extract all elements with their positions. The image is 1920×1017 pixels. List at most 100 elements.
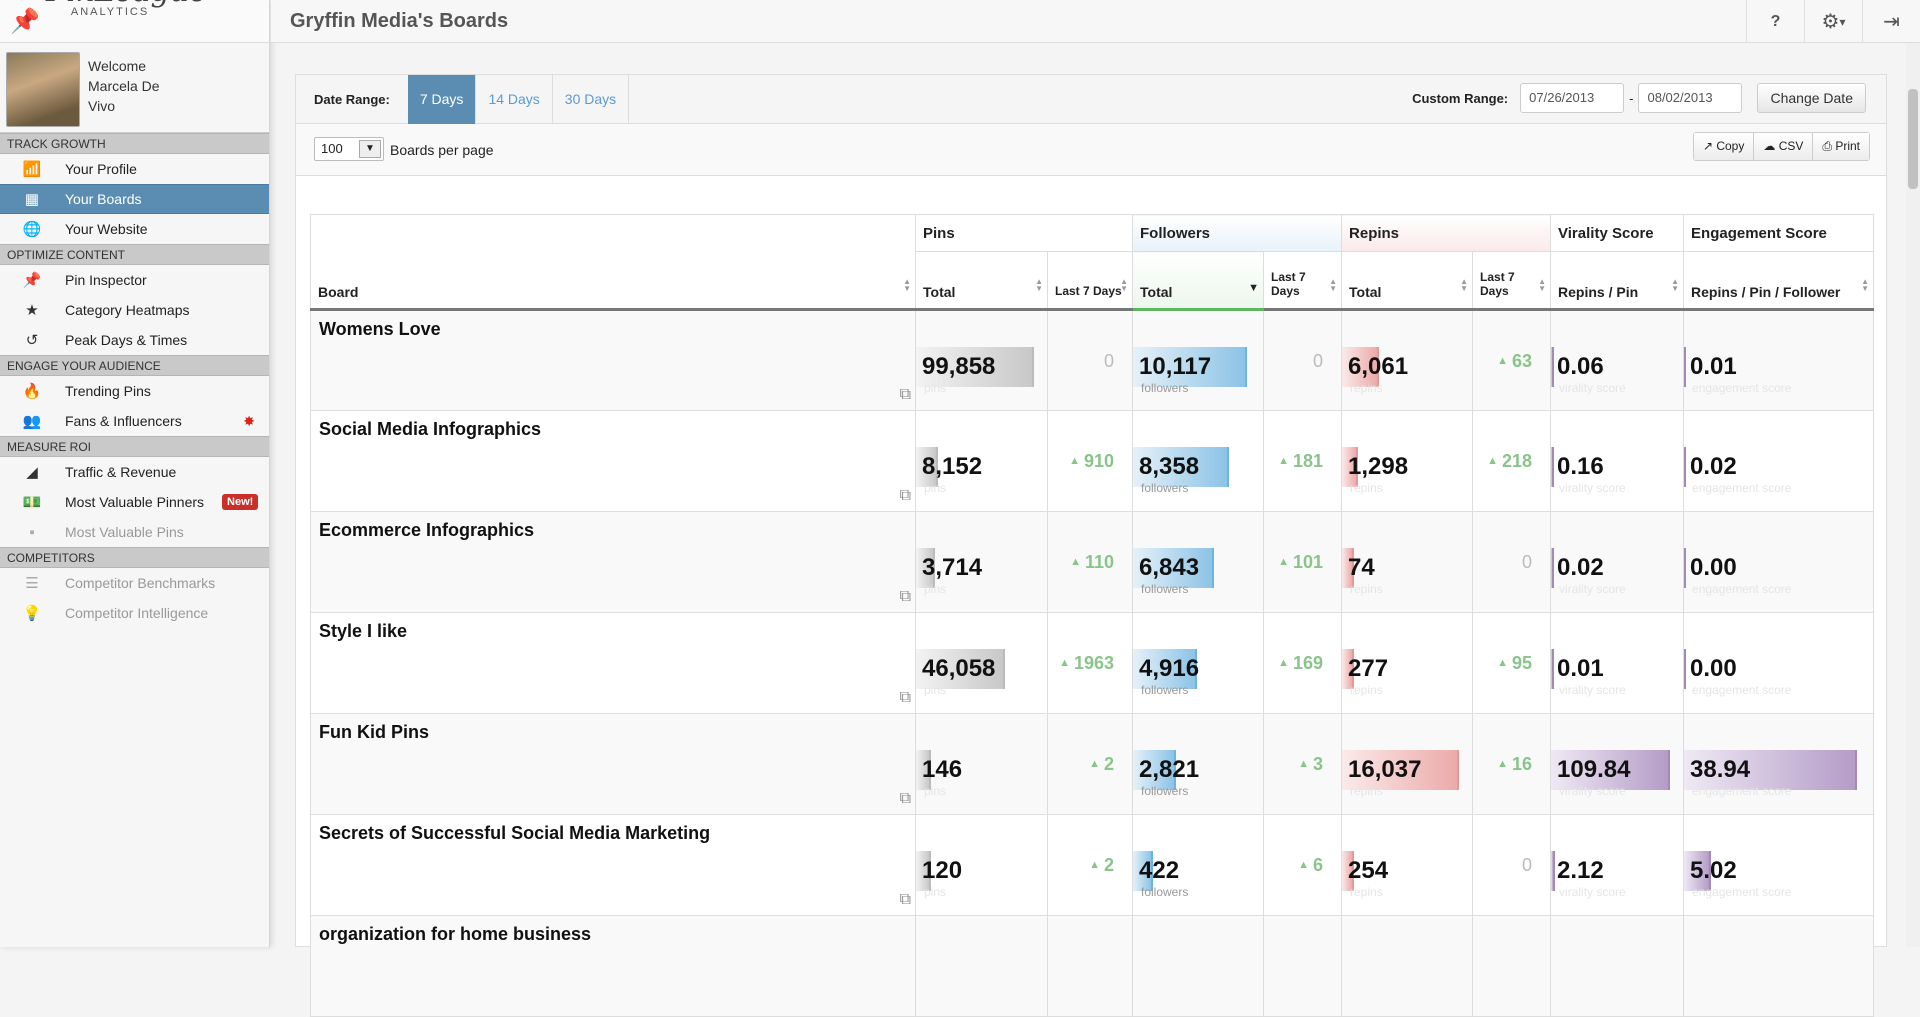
pins-delta: ▲ 1963 <box>1059 653 1114 674</box>
header-label: Last 7 Days <box>1271 270 1306 298</box>
csv-button[interactable]: ☁ CSV <box>1754 133 1814 160</box>
group-virality: Virality Score <box>1550 214 1685 252</box>
virality-value: 0.16 <box>1557 453 1604 480</box>
copy-button[interactable]: ↗ Copy <box>1693 133 1755 160</box>
scrollbar-thumb[interactable] <box>1908 89 1918 189</box>
sidebar-item-label: Fans & Influencers <box>65 413 182 429</box>
virality-bar <box>1551 750 1671 790</box>
range-tab-7-days[interactable]: 7 Days <box>407 74 477 124</box>
sidebar-item-trending-pins[interactable]: 🔥 Trending Pins <box>0 376 269 406</box>
sidebar-item-label: Your Boards <box>65 191 142 207</box>
user-name-line2: Vivo <box>88 98 115 114</box>
sort-icon: ▲ ▼ <box>1035 277 1043 293</box>
table-row[interactable]: Womens Love ⧉ 99,858 pins 0 10,117 followers 0 6… <box>310 309 1875 411</box>
followers-caption: followers <box>1141 481 1189 495</box>
repins-bar <box>1342 649 1355 689</box>
app-logo[interactable]: 📌 PinLeague ANALYTICS <box>0 0 269 43</box>
sidebar-item-label: Most Valuable Pinners <box>65 494 205 510</box>
external-link-icon[interactable]: ⧉ <box>899 689 911 706</box>
sidebar-item-competitor-benchmarks[interactable]: ☰ Competitor Benchmarks <box>0 568 269 598</box>
table-row[interactable]: Ecommerce Infographics ⧉ 3,714 pins ▲ 110 6,84… <box>310 511 1875 613</box>
column-board[interactable]: Board ▲ ▼ <box>310 214 916 311</box>
sidebar-item-traffic-revenue[interactable]: ◢ Traffic & Revenue <box>0 457 269 487</box>
table-row[interactable]: Fun Kid Pins ⧉ 146 pins ▲ 2 2,821 followers ▲ 3 16… <box>310 713 1875 815</box>
triangle-up-icon: ▲ <box>1298 859 1309 871</box>
sidebar-item-fans-influencers[interactable]: 👥 Fans & Influencers ✸ <box>0 406 269 436</box>
settings-menu[interactable]: ⚙ ▾ <box>1804 0 1862 43</box>
header-label: Repins / Pin <box>1558 284 1639 300</box>
help-icon[interactable]: ? <box>1746 0 1804 43</box>
virality-value: 2.12 <box>1557 857 1604 884</box>
avatar[interactable] <box>6 52 80 127</box>
followers-caption: followers <box>1141 885 1189 899</box>
repins-delta-value: 95 <box>1512 653 1533 673</box>
print-button[interactable]: ⎙ Print <box>1813 133 1869 160</box>
cell-repins: 254 repins <box>1341 814 1474 916</box>
external-link-icon[interactable]: ⧉ <box>899 487 911 504</box>
external-link-icon[interactable]: ⧉ <box>899 588 911 605</box>
table-row[interactable]: Secrets of Successful Social Media Marke… <box>310 814 1875 916</box>
sidebar-item-pin-inspector[interactable]: 📌 Pin Inspector <box>0 265 269 295</box>
pins-delta-value: 0 <box>1103 351 1114 371</box>
table-row[interactable]: Social Media Infographics ⧉ 8,152 pins ▲ 910 8… <box>310 410 1875 512</box>
board-name[interactable]: Social Media Infographics <box>319 419 542 439</box>
per-page-label: Boards per page <box>390 142 494 158</box>
column-virality[interactable]: Repins / Pin ▲ ▼ <box>1550 251 1685 311</box>
range-tab-14-days[interactable]: 14 Days <box>476 74 553 124</box>
column-engagement[interactable]: Repins / Pin / Follower ▲ ▼ <box>1683 251 1875 311</box>
sidebar-item-category-heatmaps[interactable]: ★ Category Heatmaps <box>0 295 269 325</box>
virality-bar <box>1551 851 1556 891</box>
board-name[interactable]: Fun Kid Pins <box>319 722 429 742</box>
notification-burst-icon: ✸ <box>243 412 255 429</box>
date-filter-bar: Date Range: 7 Days 14 Days 30 Days Custo… <box>296 74 1886 124</box>
external-link-icon[interactable]: ⧉ <box>899 386 911 403</box>
board-name[interactable]: Style I like <box>319 621 408 641</box>
table-row[interactable]: Style I like ⧉ 46,058 pins ▲ 1963 4,916 followe… <box>310 612 1875 714</box>
start-date-input[interactable]: 07/26/2013 <box>1520 83 1625 113</box>
cell-pins: 146 pins <box>915 713 1048 815</box>
copy-label: Copy <box>1716 139 1745 153</box>
external-link-icon[interactable]: ⧉ <box>899 790 911 807</box>
pins-value: 99,858 <box>922 353 996 380</box>
pins-bar <box>916 548 935 588</box>
repins-delta: 0 <box>1522 855 1532 876</box>
board-name[interactable]: Womens Love <box>319 319 441 339</box>
column-followers-total[interactable]: Total ▼ <box>1132 251 1264 311</box>
sidebar-item-most-valuable-pinners[interactable]: 💵 Most Valuable Pinners New! <box>0 487 269 517</box>
cell-repins: 6,061 repins <box>1341 309 1474 411</box>
csv-label: CSV <box>1778 139 1804 153</box>
sidebar-item-most-valuable-pins[interactable]: ▪ Most Valuable Pins <box>0 517 269 547</box>
board-name[interactable]: Ecommerce Infographics <box>319 520 535 540</box>
board-name[interactable]: organization for home business <box>319 924 592 944</box>
range-tab-30-days[interactable]: 30 Days <box>553 74 630 124</box>
column-repins-total[interactable]: Total ▲ ▼ <box>1341 251 1474 311</box>
repins-delta-value: 0 <box>1522 855 1533 875</box>
column-repins-last7[interactable]: Last 7 Days ▲ ▼ <box>1472 251 1552 311</box>
sidebar-item-label: Competitor Intelligence <box>65 605 209 621</box>
external-link-icon[interactable]: ⧉ <box>899 891 911 908</box>
logo-brand: PinLeague <box>46 0 207 9</box>
share-icon: ↗ <box>1702 139 1717 153</box>
change-date-button[interactable]: Change Date <box>1757 83 1866 113</box>
cell-pins: 3,714 pins <box>915 511 1048 613</box>
table-row[interactable]: organization for home business <box>310 915 1875 1017</box>
board-name[interactable]: Secrets of Successful Social Media Marke… <box>319 823 711 843</box>
sidebar-item-your-profile[interactable]: 📶 Your Profile <box>0 154 269 184</box>
page-scrollbar[interactable] <box>1906 43 1920 947</box>
end-date-input[interactable]: 08/02/2013 <box>1638 83 1743 113</box>
sort-icon: ▲ ▼ <box>1538 277 1547 293</box>
sidebar-item-your-boards[interactable]: ▦ Your Boards <box>0 184 269 214</box>
column-followers-last7[interactable]: Last 7 Days ▲ ▼ <box>1262 251 1343 311</box>
sidebar-item-your-website[interactable]: 🌐 Your Website <box>0 214 269 244</box>
sidebar-item-competitor-intelligence[interactable]: 💡 Competitor Intelligence <box>0 598 269 628</box>
pins-bar <box>916 851 931 891</box>
triangle-up-icon: ▲ <box>1070 556 1081 568</box>
per-page-select[interactable]: 100 ▼ <box>314 137 384 161</box>
column-pins-last7[interactable]: Last 7 Days ▲ ▼ <box>1047 251 1133 311</box>
cell-pins-last7: 0 <box>1047 309 1133 411</box>
sidebar-item-peak-days-times[interactable]: ↺ Peak Days & Times <box>0 325 269 355</box>
pins-delta: ▲ 2 <box>1089 754 1114 775</box>
cell-board: Fun Kid Pins ⧉ <box>310 713 916 815</box>
logout-icon[interactable]: ⇥ <box>1862 0 1920 43</box>
column-pins-total[interactable]: Total ▲ ▼ <box>915 251 1048 311</box>
